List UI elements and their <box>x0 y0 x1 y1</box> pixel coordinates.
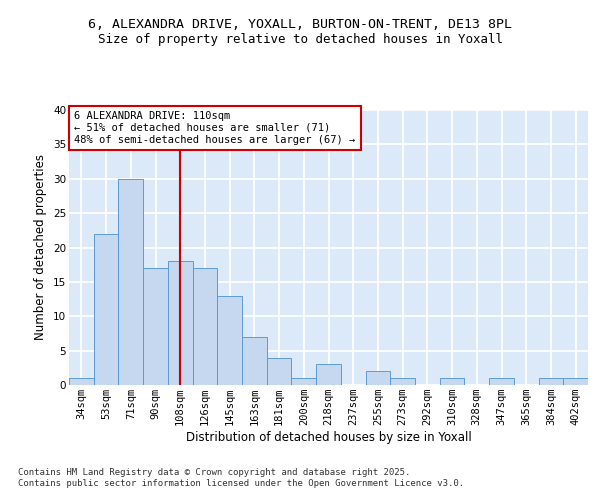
Bar <box>118 179 143 385</box>
Bar <box>267 358 292 385</box>
Bar <box>292 378 316 385</box>
Bar <box>217 296 242 385</box>
Text: Contains HM Land Registry data © Crown copyright and database right 2025.
Contai: Contains HM Land Registry data © Crown c… <box>18 468 464 487</box>
Bar <box>193 268 217 385</box>
Text: Size of property relative to detached houses in Yoxall: Size of property relative to detached ho… <box>97 32 503 46</box>
Bar <box>69 378 94 385</box>
Bar <box>563 378 588 385</box>
Bar <box>440 378 464 385</box>
Y-axis label: Number of detached properties: Number of detached properties <box>34 154 47 340</box>
Bar <box>489 378 514 385</box>
Text: 6 ALEXANDRA DRIVE: 110sqm
← 51% of detached houses are smaller (71)
48% of semi-: 6 ALEXANDRA DRIVE: 110sqm ← 51% of detac… <box>74 112 355 144</box>
Bar <box>143 268 168 385</box>
Bar <box>539 378 563 385</box>
Bar <box>316 364 341 385</box>
Bar <box>94 234 118 385</box>
Bar <box>365 371 390 385</box>
Bar <box>390 378 415 385</box>
Bar <box>168 261 193 385</box>
Bar <box>242 337 267 385</box>
X-axis label: Distribution of detached houses by size in Yoxall: Distribution of detached houses by size … <box>185 431 472 444</box>
Text: 6, ALEXANDRA DRIVE, YOXALL, BURTON-ON-TRENT, DE13 8PL: 6, ALEXANDRA DRIVE, YOXALL, BURTON-ON-TR… <box>88 18 512 30</box>
